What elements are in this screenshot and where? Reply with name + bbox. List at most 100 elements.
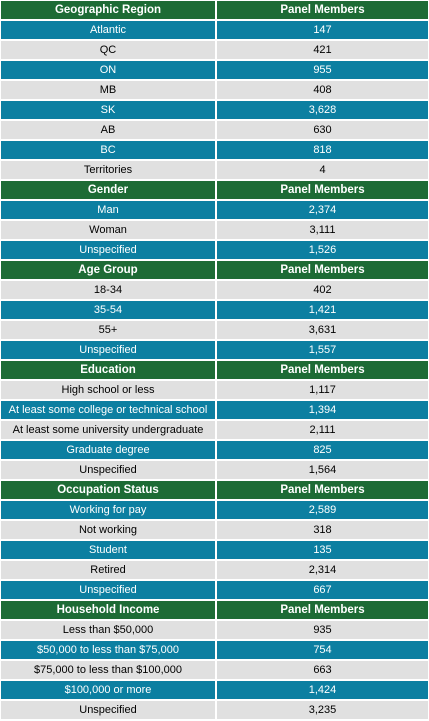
table-row: 18-34 402	[1, 281, 428, 299]
section-title: Gender	[1, 181, 215, 199]
table-row: Graduate degree 825	[1, 441, 428, 459]
row-value: 1,557	[217, 341, 428, 359]
table-row: Atlantic 147	[1, 21, 428, 39]
section-title: Age Group	[1, 261, 215, 279]
row-label: 35-54	[1, 301, 215, 319]
table-row: Less than $50,000 935	[1, 621, 428, 639]
section-title: Geographic Region	[1, 1, 215, 19]
row-value: 408	[217, 81, 428, 99]
table-row: QC 421	[1, 41, 428, 59]
row-value: 147	[217, 21, 428, 39]
section-title: Education	[1, 361, 215, 379]
table-row: Territories 4	[1, 161, 428, 179]
row-value: 3,631	[217, 321, 428, 339]
row-value: 1,421	[217, 301, 428, 319]
row-label: MB	[1, 81, 215, 99]
row-label: Unspecified	[1, 461, 215, 479]
row-value: 2,111	[217, 421, 428, 439]
row-label: Territories	[1, 161, 215, 179]
table-row: Unspecified 1,526	[1, 241, 428, 259]
table-row: BC 818	[1, 141, 428, 159]
row-label: Graduate degree	[1, 441, 215, 459]
row-label: BC	[1, 141, 215, 159]
section-title: Household Income	[1, 601, 215, 619]
row-label: Retired	[1, 561, 215, 579]
table-row: Man 2,374	[1, 201, 428, 219]
row-value: 754	[217, 641, 428, 659]
value-column-header: Panel Members	[217, 601, 428, 619]
table-row: 55+ 3,631	[1, 321, 428, 339]
row-value: 2,314	[217, 561, 428, 579]
table-row: $75,000 to less than $100,000 663	[1, 661, 428, 679]
row-value: 2,374	[217, 201, 428, 219]
row-value: 421	[217, 41, 428, 59]
section-header: Geographic Region Panel Members	[1, 1, 428, 19]
table-row: High school or less 1,117	[1, 381, 428, 399]
section-header: Gender Panel Members	[1, 181, 428, 199]
table-row: 35-54 1,421	[1, 301, 428, 319]
row-value: 4	[217, 161, 428, 179]
section-header: Age Group Panel Members	[1, 261, 428, 279]
row-label: Woman	[1, 221, 215, 239]
row-label: AB	[1, 121, 215, 139]
row-value: 818	[217, 141, 428, 159]
value-column-header: Panel Members	[217, 1, 428, 19]
value-column-header: Panel Members	[217, 181, 428, 199]
row-value: 1,526	[217, 241, 428, 259]
table-row: At least some university undergraduate 2,…	[1, 421, 428, 439]
row-label: At least some college or technical schoo…	[1, 401, 215, 419]
row-value: 663	[217, 661, 428, 679]
row-value: 3,235	[217, 701, 428, 719]
row-label: $50,000 to less than $75,000	[1, 641, 215, 659]
row-label: Unspecified	[1, 581, 215, 599]
section-header: Household Income Panel Members	[1, 601, 428, 619]
table-row: MB 408	[1, 81, 428, 99]
row-value: 135	[217, 541, 428, 559]
row-value: 3,628	[217, 101, 428, 119]
table-row: Unspecified 1,557	[1, 341, 428, 359]
row-label: Atlantic	[1, 21, 215, 39]
table-row: Unspecified 1,564	[1, 461, 428, 479]
row-label: 18-34	[1, 281, 215, 299]
row-label: $75,000 to less than $100,000	[1, 661, 215, 679]
table-row: At least some college or technical schoo…	[1, 401, 428, 419]
section-title: Occupation Status	[1, 481, 215, 499]
row-label: Less than $50,000	[1, 621, 215, 639]
row-value: 955	[217, 61, 428, 79]
table-row: ON 955	[1, 61, 428, 79]
table-row: Unspecified 3,235	[1, 701, 428, 719]
row-label: $100,000 or more	[1, 681, 215, 699]
row-label: 55+	[1, 321, 215, 339]
row-label: Working for pay	[1, 501, 215, 519]
value-column-header: Panel Members	[217, 261, 428, 279]
table-row: Not working 318	[1, 521, 428, 539]
row-label: Student	[1, 541, 215, 559]
row-value: 935	[217, 621, 428, 639]
row-value: 1,394	[217, 401, 428, 419]
row-value: 318	[217, 521, 428, 539]
row-label: Not working	[1, 521, 215, 539]
row-value: 1,424	[217, 681, 428, 699]
value-column-header: Panel Members	[217, 361, 428, 379]
table-row: Retired 2,314	[1, 561, 428, 579]
row-value: 2,589	[217, 501, 428, 519]
row-value: 667	[217, 581, 428, 599]
row-value: 1,564	[217, 461, 428, 479]
table-row: SK 3,628	[1, 101, 428, 119]
table-row: Student 135	[1, 541, 428, 559]
table-row: Woman 3,111	[1, 221, 428, 239]
row-label: Man	[1, 201, 215, 219]
row-label: SK	[1, 101, 215, 119]
value-column-header: Panel Members	[217, 481, 428, 499]
table-row: AB 630	[1, 121, 428, 139]
row-value: 3,111	[217, 221, 428, 239]
row-label: Unspecified	[1, 701, 215, 719]
table-row: Unspecified 667	[1, 581, 428, 599]
section-header: Education Panel Members	[1, 361, 428, 379]
row-value: 825	[217, 441, 428, 459]
row-label: ON	[1, 61, 215, 79]
row-value: 1,117	[217, 381, 428, 399]
row-label: At least some university undergraduate	[1, 421, 215, 439]
row-label: QC	[1, 41, 215, 59]
